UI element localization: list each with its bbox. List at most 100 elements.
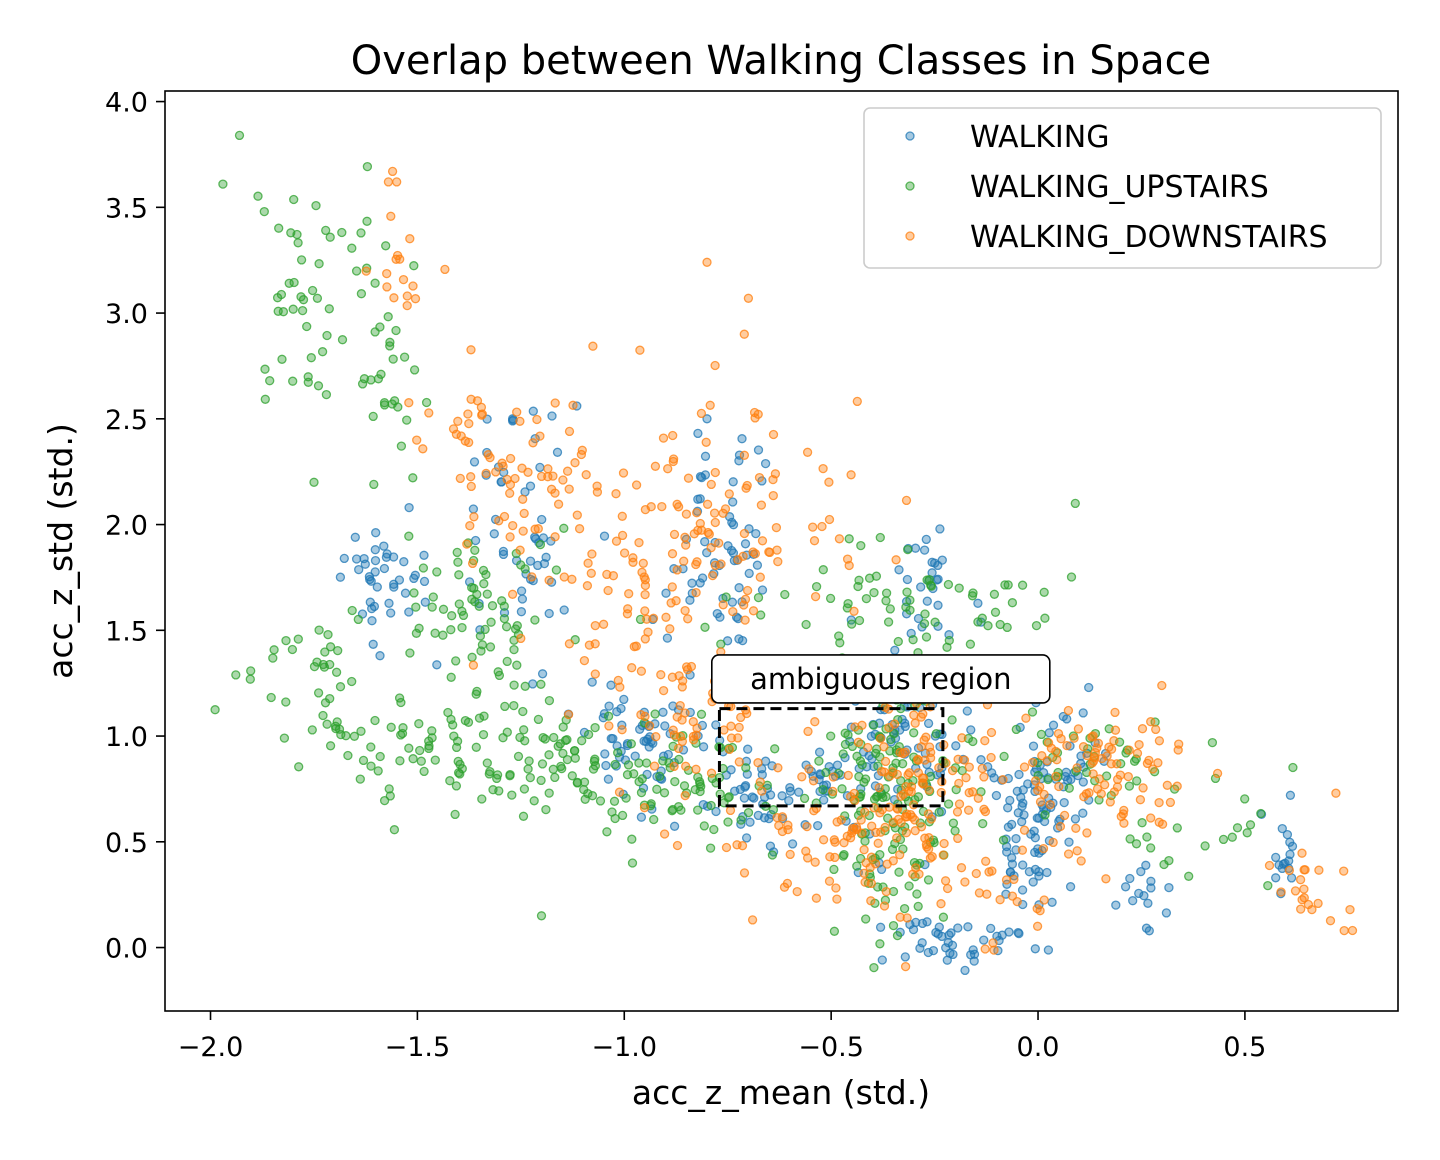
scatter-point	[961, 773, 971, 783]
scatter-point	[902, 574, 913, 585]
scatter-point	[400, 588, 411, 598]
scatter-point	[740, 594, 751, 604]
scatter-point	[312, 657, 322, 667]
scatter-point	[492, 770, 503, 780]
scatter-point	[518, 494, 528, 504]
scatter-point	[623, 760, 634, 770]
scatter-point	[750, 549, 760, 559]
scatter-point	[853, 581, 863, 592]
scatter-point	[1079, 792, 1089, 802]
scatter-point	[751, 528, 761, 539]
scatter-point	[739, 329, 749, 339]
scatter-point	[281, 635, 291, 646]
scatter-point	[445, 776, 455, 786]
scatter-point	[544, 575, 554, 585]
scatter-point	[382, 282, 392, 292]
scatter-point	[740, 615, 750, 625]
scatter-point	[963, 922, 973, 932]
scatter-point	[829, 864, 839, 875]
scatter-point	[869, 962, 879, 973]
scatter-point	[680, 605, 690, 616]
scatter-point	[466, 481, 476, 492]
scatter-point	[888, 856, 898, 866]
scatter-point	[1004, 927, 1014, 937]
scatter-point	[393, 402, 403, 412]
scatter-point	[314, 625, 324, 635]
scatter-point	[528, 438, 538, 448]
scatter-point	[728, 477, 738, 487]
scatter-point	[1146, 876, 1156, 886]
scatter-point	[861, 593, 872, 604]
scatter-point	[631, 480, 642, 490]
scatter-point	[1146, 843, 1156, 853]
scatter-point	[1044, 728, 1054, 738]
scatter-point	[430, 628, 440, 638]
scatter-point	[454, 570, 464, 580]
scatter-point	[629, 641, 639, 652]
scatter-point	[309, 477, 319, 487]
scatter-point	[939, 838, 949, 849]
scatter-point	[533, 560, 543, 571]
scatter-point	[553, 499, 564, 509]
scatter-point	[1154, 736, 1165, 746]
scatter-point	[288, 304, 298, 314]
scatter-point	[924, 574, 935, 585]
scatter-point	[420, 597, 430, 607]
scatter-point	[1314, 865, 1324, 875]
scatter-point	[487, 601, 498, 611]
scatter-point	[912, 889, 922, 899]
scatter-point	[828, 786, 838, 797]
scatter-point	[587, 549, 597, 559]
scatter-point	[1042, 867, 1052, 878]
scatter-point	[921, 632, 932, 642]
scatter-point	[894, 565, 904, 575]
scatter-point	[810, 857, 820, 867]
scatter-point	[519, 725, 529, 735]
scatter-point	[617, 530, 628, 541]
scatter-point	[863, 742, 873, 753]
scatter-point	[471, 742, 481, 752]
scatter-point	[1134, 888, 1144, 899]
scatter-point	[867, 821, 877, 831]
scatter-point	[389, 582, 399, 592]
scatter-point	[356, 228, 366, 238]
scatter-point	[880, 822, 890, 833]
scatter-point	[843, 730, 853, 740]
scatter-point	[877, 955, 887, 965]
scatter-point	[705, 400, 715, 410]
scatter-point	[716, 639, 726, 649]
scatter-point	[383, 177, 394, 187]
scatter-point	[1063, 849, 1074, 859]
scatter-point	[375, 322, 385, 332]
scatter-point	[424, 736, 434, 746]
scatter-point	[392, 177, 402, 187]
scatter-point	[379, 795, 390, 806]
scatter-point	[650, 709, 660, 719]
scatter-point	[1017, 580, 1028, 590]
scatter-point	[370, 278, 380, 288]
scatter-point	[465, 521, 475, 531]
scatter-point	[1048, 837, 1058, 848]
scatter-point	[847, 619, 857, 629]
scatter-point	[454, 599, 464, 609]
scatter-point	[942, 883, 953, 894]
scatter-point	[734, 634, 744, 644]
scatter-point	[414, 623, 424, 633]
scatter-point	[661, 588, 671, 598]
scatter-point	[773, 763, 783, 773]
scatter-point	[700, 622, 710, 632]
scatter-point	[581, 470, 591, 480]
scatter-point	[537, 669, 548, 679]
scatter-point	[818, 463, 828, 474]
scatter-point	[881, 596, 891, 606]
scatter-point	[592, 481, 602, 491]
scatter-point	[804, 764, 814, 774]
scatter-point	[416, 756, 426, 766]
scatter-point	[672, 712, 682, 722]
scatter-point	[893, 636, 903, 647]
scatter-point	[629, 769, 639, 779]
scatter-point	[831, 883, 841, 893]
scatter-point	[785, 849, 795, 860]
scatter-point	[968, 945, 978, 955]
x-tick-label: 0.5	[1223, 1032, 1266, 1063]
